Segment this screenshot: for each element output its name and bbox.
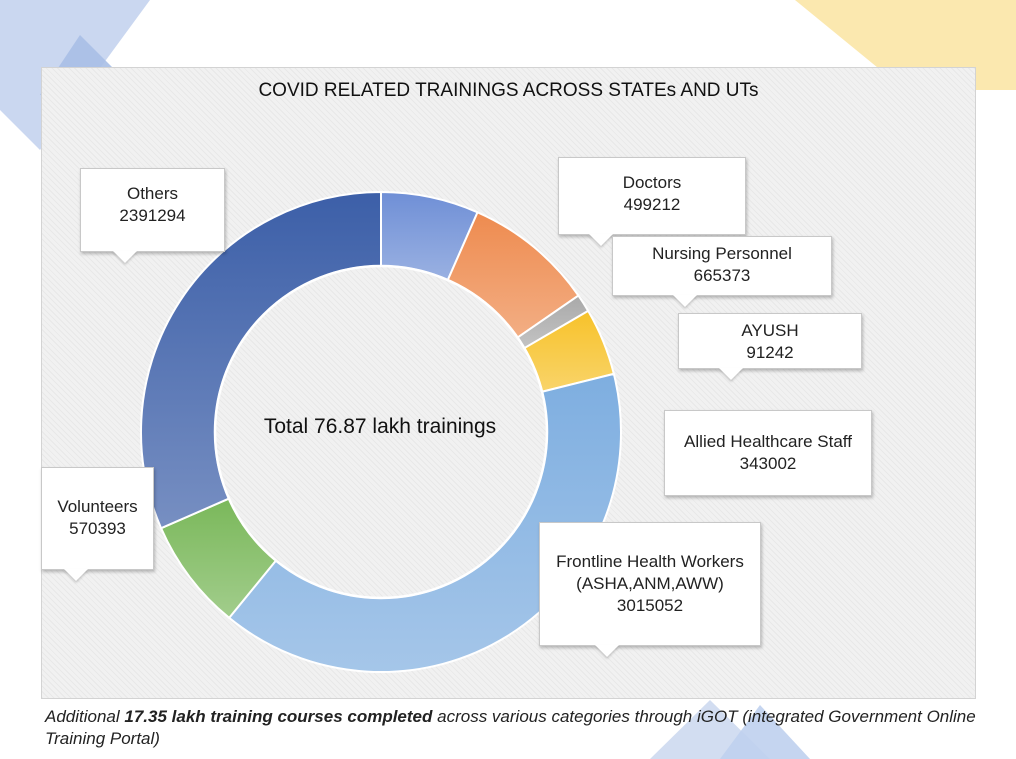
callout-nursing: Nursing Personnel 665373 <box>612 236 832 307</box>
callout-doctors-value: 499212 <box>623 195 681 214</box>
callout-frontline-name-line2: (ASHA,ANM,AWW) <box>576 574 724 593</box>
callout-frontline-name-line1: Frontline Health Workers <box>556 552 744 571</box>
callout-others-name: Others <box>126 184 179 203</box>
callout-allied-name: Allied Healthcare Staff <box>684 432 852 451</box>
donut-inner-ring <box>213 264 549 600</box>
callout-ayush: AYUSH 91242 <box>678 313 862 380</box>
callout-volunteers-value: 570393 <box>69 519 126 538</box>
callout-doctors: Doctors 499212 <box>558 157 746 246</box>
callout-nursing-value: 665373 <box>693 266 751 285</box>
footnote-suffix: across various categories through iGOT (… <box>45 707 976 748</box>
callout-volunteers: Volunteers 570393 <box>41 467 154 581</box>
footnote-prefix: Additional <box>45 707 125 726</box>
callout-others: Others 2391294 <box>80 168 225 263</box>
chart-title: COVID RELATED TRAININGS ACROSS STATEs AN… <box>258 80 759 101</box>
callout-frontline-value: 3015052 <box>616 596 684 615</box>
callout-doctors-name: Doctors <box>622 173 682 192</box>
callout-volunteers-name: Volunteers <box>57 497 138 516</box>
footnote-bold: 17.35 lakh training courses completed <box>124 707 433 726</box>
callout-allied: Allied Healthcare Staff 343002 <box>664 410 872 496</box>
callout-nursing-name: Nursing Personnel <box>652 244 792 263</box>
callout-frontline: Frontline Health Workers (ASHA,ANM,AWW) … <box>539 522 761 657</box>
donut-center-label: Total 76.87 lakh trainings <box>263 415 497 438</box>
callout-ayush-value: 91242 <box>746 343 794 362</box>
callout-allied-value: 343002 <box>739 454 797 473</box>
callout-ayush-name: AYUSH <box>741 321 799 340</box>
callout-others-value: 2391294 <box>119 206 186 225</box>
footnote: Additional 17.35 lakh training courses c… <box>45 706 985 750</box>
